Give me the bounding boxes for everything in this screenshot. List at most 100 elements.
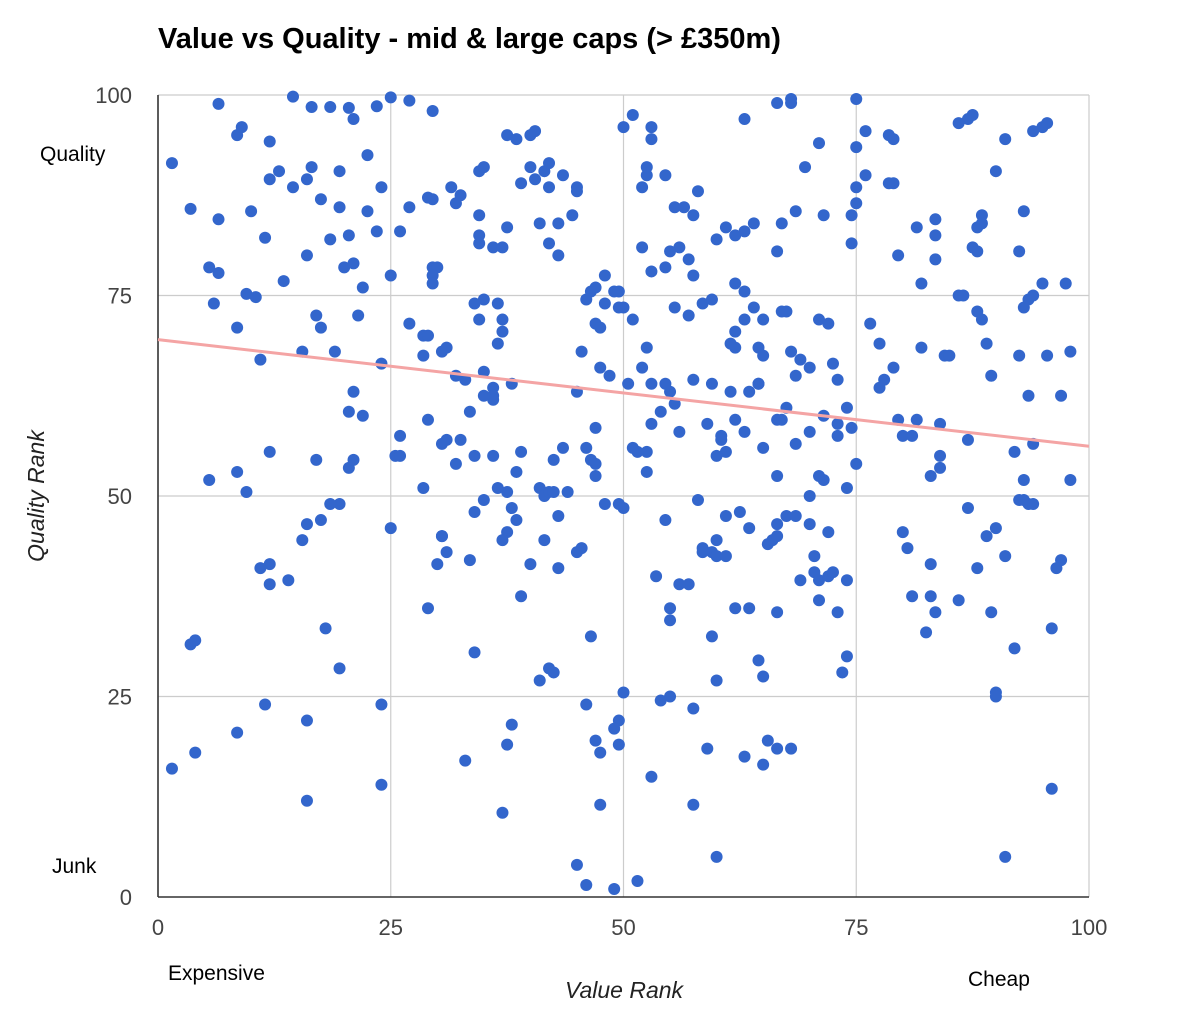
data-point (910, 413, 923, 426)
data-point (719, 221, 732, 234)
data-point (584, 453, 597, 466)
data-point (747, 301, 760, 314)
data-point (1017, 205, 1030, 218)
data-point (468, 297, 481, 310)
data-point (626, 109, 639, 122)
data-point (426, 105, 439, 118)
data-point (850, 141, 863, 154)
data-point (580, 441, 593, 454)
data-point (640, 161, 653, 174)
data-point (924, 469, 937, 482)
data-point (1064, 345, 1077, 358)
data-point (640, 465, 653, 478)
data-point (552, 510, 565, 523)
data-point (598, 498, 611, 511)
data-point (826, 357, 839, 370)
data-point (682, 578, 695, 591)
data-point (1008, 445, 1021, 458)
data-point (305, 161, 318, 174)
data-point (813, 594, 826, 607)
data-point (273, 165, 286, 178)
data-point (468, 506, 481, 519)
data-point (552, 217, 565, 230)
data-point (212, 267, 225, 280)
data-point (826, 566, 839, 579)
data-point (999, 850, 1012, 863)
data-point (473, 209, 486, 222)
data-point (710, 674, 723, 687)
data-point (989, 690, 1002, 703)
data-point (1064, 473, 1077, 486)
data-point (324, 233, 337, 246)
data-point (757, 441, 770, 454)
data-point (259, 698, 272, 711)
data-point (929, 606, 942, 619)
data-point (263, 135, 276, 148)
data-point (985, 369, 998, 382)
data-point (785, 97, 798, 110)
data-point (347, 113, 360, 126)
data-point (687, 702, 700, 715)
data-point (598, 297, 611, 310)
data-point (477, 293, 490, 306)
data-point (952, 117, 965, 130)
data-point (640, 445, 653, 458)
data-point (338, 261, 351, 274)
data-point (403, 317, 416, 330)
data-point (375, 181, 388, 194)
data-point (263, 558, 276, 571)
data-point (1045, 622, 1058, 635)
data-point (254, 562, 267, 575)
data-point (794, 353, 807, 366)
data-point (352, 309, 365, 322)
data-point (803, 490, 816, 502)
data-point (617, 121, 630, 134)
y-axis-title: Quality Rank (23, 429, 49, 562)
data-point (570, 858, 583, 871)
data-point (505, 502, 518, 515)
data-point (543, 157, 556, 170)
data-point (729, 413, 742, 426)
data-point (533, 674, 546, 687)
data-point (622, 377, 635, 390)
data-point (645, 121, 658, 134)
data-point (673, 241, 686, 254)
data-point (743, 602, 756, 615)
data-point (687, 798, 700, 811)
data-point (594, 798, 607, 811)
data-point (552, 562, 565, 575)
data-point (589, 734, 602, 747)
data-point (659, 377, 672, 390)
data-point (496, 534, 509, 547)
x-tick-label: 100 (1071, 915, 1108, 940)
data-point (789, 510, 802, 523)
data-point (300, 518, 313, 531)
data-point (645, 133, 658, 146)
data-point (594, 746, 607, 759)
data-point (370, 100, 383, 113)
data-point (906, 429, 919, 442)
data-point (943, 349, 956, 362)
data-point (654, 694, 667, 707)
data-point (333, 498, 346, 511)
data-point (803, 361, 816, 374)
data-point (324, 498, 337, 511)
data-point (463, 554, 476, 567)
data-point (910, 221, 923, 234)
data-point (682, 253, 695, 266)
data-point (789, 437, 802, 450)
annotation-expensive: Expensive (168, 962, 265, 985)
data-point (449, 457, 462, 470)
data-point (384, 269, 397, 282)
data-point (729, 602, 742, 615)
data-point (678, 201, 691, 214)
data-point (1027, 498, 1040, 511)
data-point (682, 309, 695, 322)
data-point (1041, 349, 1054, 362)
data-point (999, 550, 1012, 563)
grid-lines (157, 94, 1090, 898)
data-point (375, 778, 388, 791)
data-point (491, 337, 504, 350)
data-point (375, 698, 388, 711)
